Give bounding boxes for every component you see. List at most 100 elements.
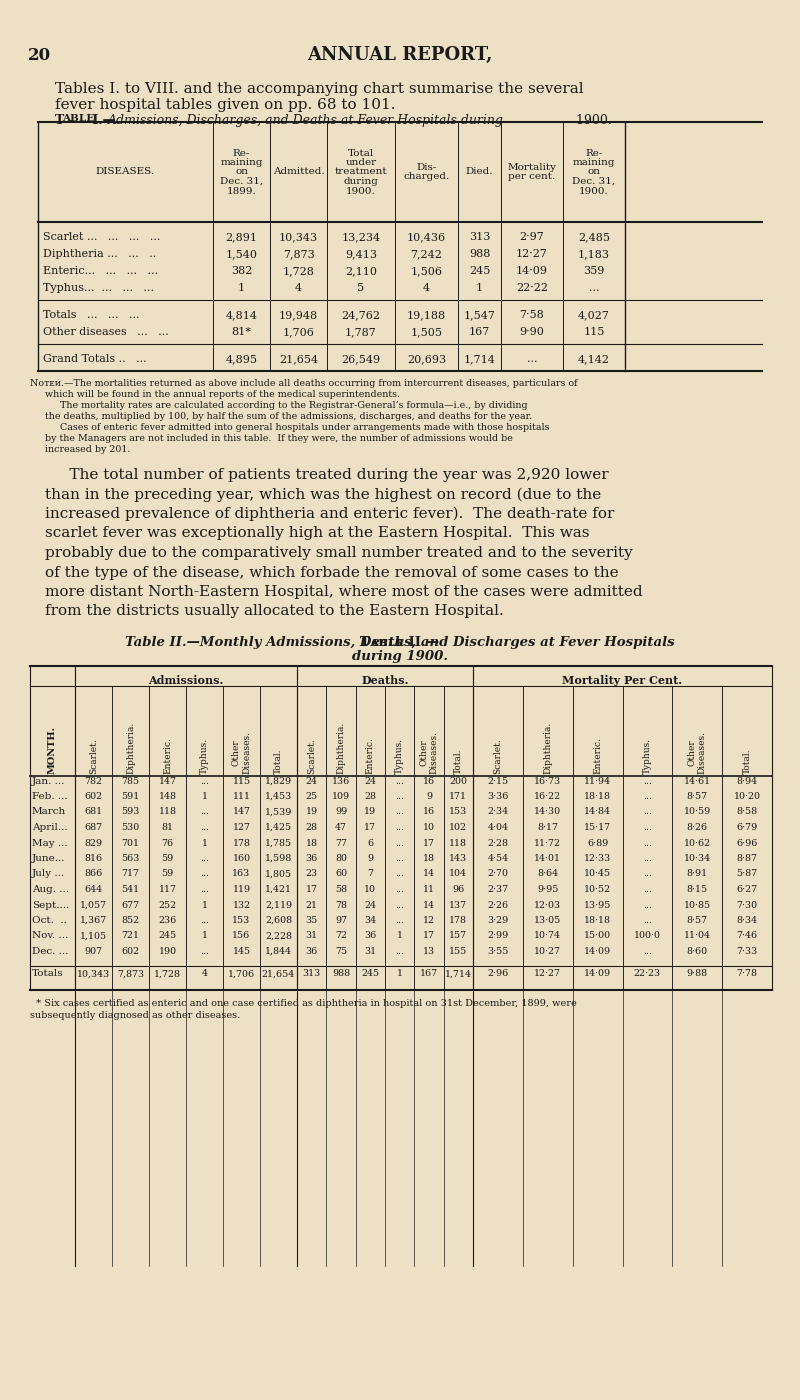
Text: 1,540: 1,540 [226, 249, 258, 259]
Text: 313: 313 [469, 232, 490, 242]
Text: 541: 541 [122, 885, 139, 895]
Text: 701: 701 [122, 839, 139, 847]
Text: 782: 782 [85, 777, 102, 785]
Text: ...: ... [643, 885, 652, 895]
Text: increased prevalence of diphtheria and enteric fever).  The death-rate for: increased prevalence of diphtheria and e… [45, 507, 614, 521]
Text: 252: 252 [158, 900, 177, 910]
Text: 9·95: 9·95 [537, 885, 558, 895]
Text: 102: 102 [450, 823, 467, 832]
Text: Dec. 31,: Dec. 31, [573, 176, 615, 186]
Text: 687: 687 [85, 823, 102, 832]
Text: Scarlet.: Scarlet. [307, 738, 316, 774]
Text: ...: ... [395, 946, 404, 956]
Text: 9·88: 9·88 [686, 969, 708, 979]
Text: 2·26: 2·26 [487, 900, 509, 910]
Text: 26,549: 26,549 [342, 354, 381, 364]
Text: 58: 58 [335, 885, 347, 895]
Text: ...: ... [395, 839, 404, 847]
Text: 2,485: 2,485 [578, 232, 610, 242]
Text: 10·45: 10·45 [584, 869, 611, 879]
Text: ...: ... [200, 916, 209, 925]
Text: 14: 14 [423, 869, 435, 879]
Text: ...: ... [200, 869, 209, 879]
Text: 10·85: 10·85 [684, 900, 711, 910]
Text: Enteric.: Enteric. [163, 738, 172, 774]
Text: 6·79: 6·79 [737, 823, 758, 832]
Text: than in the preceding year, which was the highest on record (due to the: than in the preceding year, which was th… [45, 487, 602, 501]
Text: 1: 1 [202, 931, 207, 941]
Text: 24: 24 [364, 900, 376, 910]
Text: 97: 97 [335, 916, 347, 925]
Text: 245: 245 [469, 266, 490, 276]
Text: 132: 132 [233, 900, 250, 910]
Text: 2,110: 2,110 [345, 266, 377, 276]
Text: 25: 25 [306, 792, 318, 801]
Text: Oct.  ..: Oct. .. [32, 916, 67, 925]
Text: 14: 14 [423, 900, 435, 910]
Text: on: on [587, 168, 601, 176]
Text: 1,367: 1,367 [80, 916, 107, 925]
Text: ...: ... [643, 777, 652, 785]
Text: 80: 80 [335, 854, 347, 862]
Text: 21: 21 [306, 900, 318, 910]
Text: Diphtheria.: Diphtheria. [543, 722, 552, 774]
Text: 28: 28 [306, 823, 318, 832]
Text: 2·34: 2·34 [487, 808, 509, 816]
Text: 245: 245 [362, 969, 379, 979]
Text: 171: 171 [450, 792, 467, 801]
Text: 163: 163 [232, 869, 250, 879]
Text: 3·36: 3·36 [487, 792, 509, 801]
Text: 785: 785 [122, 777, 139, 785]
Text: ...: ... [643, 946, 652, 956]
Text: 2,891: 2,891 [226, 232, 258, 242]
Text: Scarlet ...   ...   ...   ...: Scarlet ... ... ... ... [43, 232, 160, 242]
Text: 677: 677 [122, 900, 139, 910]
Text: maining: maining [573, 158, 615, 167]
Text: 10: 10 [364, 885, 376, 895]
Text: Aug. ...: Aug. ... [32, 885, 69, 895]
Text: 59: 59 [162, 854, 174, 862]
Text: more distant North-Eastern Hospital, where most of the cases were admitted: more distant North-Eastern Hospital, whe… [45, 585, 642, 599]
Text: 2·99: 2·99 [487, 931, 509, 941]
Text: 35: 35 [306, 916, 318, 925]
Text: 1,728: 1,728 [154, 969, 181, 979]
Text: the deaths, multiplied by 100, by half the sum of the admissions, discharges, an: the deaths, multiplied by 100, by half t… [30, 412, 532, 421]
Text: ...: ... [200, 777, 209, 785]
Text: 4: 4 [423, 283, 430, 293]
Text: fever hospital tables given on pp. 68 to 101.: fever hospital tables given on pp. 68 to… [55, 98, 395, 112]
Text: 1,706: 1,706 [282, 328, 314, 337]
Text: 1,785: 1,785 [265, 839, 292, 847]
Text: 12·03: 12·03 [534, 900, 562, 910]
Text: 1,844: 1,844 [265, 946, 292, 956]
Text: 118: 118 [450, 839, 467, 847]
Text: 104: 104 [450, 869, 467, 879]
Text: 8·57: 8·57 [686, 916, 708, 925]
Text: 76: 76 [162, 839, 174, 847]
Text: Sept....: Sept.... [32, 900, 70, 910]
Text: 15·00: 15·00 [584, 931, 611, 941]
Text: Dis-: Dis- [416, 162, 437, 172]
Text: 816: 816 [85, 854, 102, 862]
Text: 36: 36 [306, 854, 318, 862]
Text: 4: 4 [295, 283, 302, 293]
Text: 8·17: 8·17 [538, 823, 558, 832]
Text: I.—: I.— [88, 113, 115, 127]
Text: 190: 190 [158, 946, 177, 956]
Text: 681: 681 [85, 808, 102, 816]
Text: 2,119: 2,119 [265, 900, 292, 910]
Text: 111: 111 [233, 792, 250, 801]
Text: Mortality Per Cent.: Mortality Per Cent. [562, 675, 682, 686]
Text: 15·17: 15·17 [584, 823, 611, 832]
Text: 18: 18 [306, 839, 318, 847]
Text: 8·58: 8·58 [737, 808, 758, 816]
Text: 156: 156 [232, 931, 250, 941]
Text: ...: ... [643, 792, 652, 801]
Text: 18·18: 18·18 [584, 792, 611, 801]
Text: 8·60: 8·60 [686, 946, 708, 956]
Text: Admitted.: Admitted. [273, 168, 324, 176]
Text: Dec. 31,: Dec. 31, [220, 176, 263, 186]
Text: 3·29: 3·29 [487, 916, 509, 925]
Text: 1,506: 1,506 [410, 266, 442, 276]
Text: 18: 18 [423, 854, 435, 862]
Text: Table II.—Monthly Admissions, Deaths, and Discharges at Fever Hospitals: Table II.—Monthly Admissions, Deaths, an… [125, 636, 675, 650]
